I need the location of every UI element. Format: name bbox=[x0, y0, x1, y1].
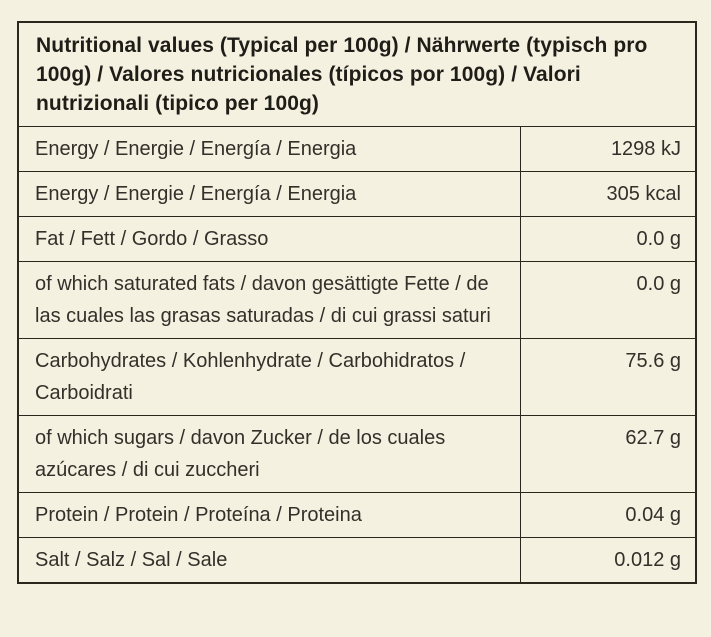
table-row: Energy / Energie / Energía / Energia 305… bbox=[19, 171, 695, 216]
row-value: 0.0 g bbox=[636, 228, 681, 250]
row-label: Protein / Protein / Proteína / Proteina bbox=[19, 493, 521, 537]
table-row: Protein / Protein / Proteína / Proteina … bbox=[19, 492, 695, 537]
row-value: 0.012 g bbox=[614, 549, 681, 571]
row-label: Salt / Salz / Sal / Sale bbox=[19, 538, 521, 582]
table-row: Salt / Salz / Sal / Sale 0.012 g bbox=[19, 537, 695, 582]
nutrition-table-body: Energy / Energie / Energía / Energia 129… bbox=[19, 126, 695, 582]
row-label: Energy / Energie / Energía / Energia bbox=[19, 127, 521, 171]
row-label: of which sugars / davon Zucker / de los … bbox=[19, 416, 521, 492]
row-value: 75.6 g bbox=[625, 350, 681, 372]
table-row: Carbohydrates / Kohlenhydrate / Carbohid… bbox=[19, 338, 695, 415]
row-value: 62.7 g bbox=[625, 427, 681, 449]
nutrition-table-title: Nutritional values (Typical per 100g) / … bbox=[36, 34, 648, 115]
row-value: 305 kcal bbox=[606, 183, 682, 205]
row-label: of which saturated fats / davon gesättig… bbox=[19, 262, 521, 338]
table-row: of which sugars / davon Zucker / de los … bbox=[19, 415, 695, 492]
table-row: Fat / Fett / Gordo / Grasso 0.0 g bbox=[19, 216, 695, 261]
row-label: Fat / Fett / Gordo / Grasso bbox=[19, 217, 521, 261]
row-value: 0.0 g bbox=[636, 273, 681, 295]
table-row: Energy / Energie / Energía / Energia 129… bbox=[19, 126, 695, 171]
row-value: 0.04 g bbox=[625, 504, 681, 526]
row-label: Carbohydrates / Kohlenhydrate / Carbohid… bbox=[19, 339, 521, 415]
row-label: Energy / Energie / Energía / Energia bbox=[19, 172, 521, 216]
nutrition-table: Nutritional values (Typical per 100g) / … bbox=[17, 21, 697, 584]
row-value: 1298 kJ bbox=[610, 138, 681, 160]
table-row: of which saturated fats / davon gesättig… bbox=[19, 261, 695, 338]
